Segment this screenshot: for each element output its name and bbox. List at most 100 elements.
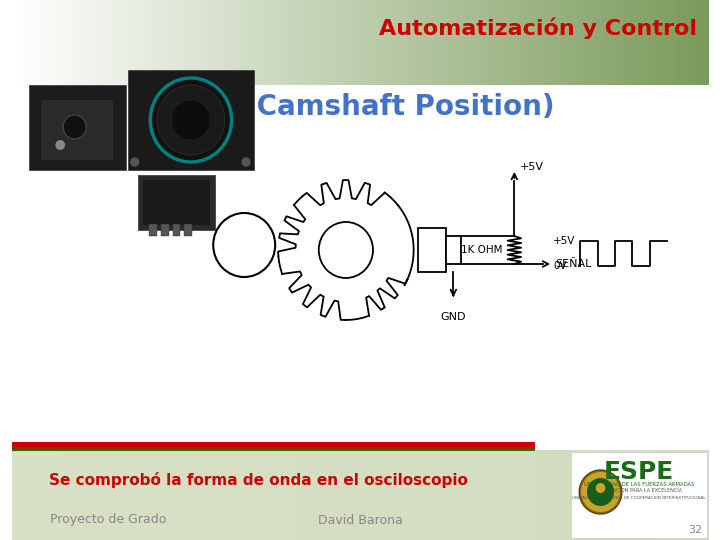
Bar: [561, 450, 562, 540]
Bar: [652, 450, 653, 540]
Bar: [279, 450, 280, 540]
Bar: [91, 0, 92, 85]
Bar: [608, 0, 609, 85]
Bar: [258, 0, 260, 85]
Bar: [670, 0, 671, 85]
Bar: [667, 0, 668, 85]
Bar: [103, 450, 104, 540]
Bar: [205, 450, 207, 540]
Bar: [374, 450, 375, 540]
Bar: [240, 450, 241, 540]
Bar: [69, 0, 70, 85]
Bar: [420, 0, 421, 85]
Bar: [429, 0, 430, 85]
Bar: [660, 0, 662, 85]
Bar: [294, 450, 295, 540]
Bar: [683, 450, 684, 540]
Bar: [393, 0, 395, 85]
Bar: [557, 450, 558, 540]
Bar: [317, 450, 318, 540]
Bar: [690, 0, 691, 85]
Bar: [651, 450, 652, 540]
Bar: [699, 0, 701, 85]
Bar: [508, 450, 510, 540]
Bar: [21, 450, 22, 540]
Bar: [312, 450, 313, 540]
Bar: [520, 450, 521, 540]
Bar: [647, 450, 648, 540]
Bar: [373, 0, 374, 85]
Bar: [550, 0, 551, 85]
Bar: [247, 0, 248, 85]
Bar: [644, 0, 645, 85]
Bar: [408, 450, 409, 540]
Bar: [53, 0, 55, 85]
Bar: [653, 450, 654, 540]
Bar: [707, 0, 708, 85]
Bar: [84, 0, 86, 85]
Bar: [590, 0, 591, 85]
Bar: [17, 450, 19, 540]
Bar: [514, 450, 516, 540]
Bar: [114, 0, 115, 85]
Bar: [446, 0, 448, 85]
Bar: [173, 0, 174, 85]
Bar: [471, 0, 472, 85]
Bar: [149, 450, 150, 540]
Bar: [651, 0, 652, 85]
Bar: [482, 450, 483, 540]
Bar: [597, 450, 598, 540]
Bar: [468, 450, 469, 540]
Bar: [161, 450, 162, 540]
Bar: [397, 0, 398, 85]
Bar: [342, 0, 343, 85]
Bar: [701, 450, 702, 540]
Bar: [215, 450, 216, 540]
Bar: [310, 0, 311, 85]
Bar: [505, 0, 507, 85]
Bar: [211, 0, 212, 85]
Bar: [61, 0, 62, 85]
Bar: [319, 450, 320, 540]
Bar: [358, 0, 359, 85]
Bar: [609, 0, 611, 85]
Bar: [214, 0, 215, 85]
Bar: [607, 0, 608, 85]
Bar: [22, 0, 24, 85]
Bar: [684, 450, 685, 540]
Bar: [636, 450, 637, 540]
Bar: [34, 0, 35, 85]
Bar: [239, 0, 240, 85]
Bar: [146, 450, 148, 540]
Bar: [611, 450, 612, 540]
Bar: [346, 450, 347, 540]
Bar: [457, 0, 458, 85]
Bar: [617, 450, 618, 540]
Bar: [25, 0, 27, 85]
Bar: [365, 450, 366, 540]
Bar: [650, 450, 651, 540]
Bar: [32, 450, 33, 540]
Bar: [226, 0, 227, 85]
Bar: [211, 450, 212, 540]
Bar: [621, 450, 622, 540]
Bar: [254, 450, 255, 540]
Bar: [136, 0, 137, 85]
Bar: [466, 0, 467, 85]
Bar: [52, 450, 53, 540]
Bar: [125, 0, 126, 85]
Bar: [295, 450, 297, 540]
Bar: [278, 450, 279, 540]
Bar: [554, 0, 555, 85]
Bar: [143, 180, 210, 225]
Bar: [167, 450, 168, 540]
Bar: [654, 450, 656, 540]
Bar: [544, 0, 545, 85]
Bar: [603, 450, 604, 540]
Bar: [405, 450, 406, 540]
Bar: [480, 0, 482, 85]
Bar: [198, 450, 199, 540]
Bar: [676, 450, 677, 540]
Bar: [143, 450, 145, 540]
Bar: [93, 450, 94, 540]
